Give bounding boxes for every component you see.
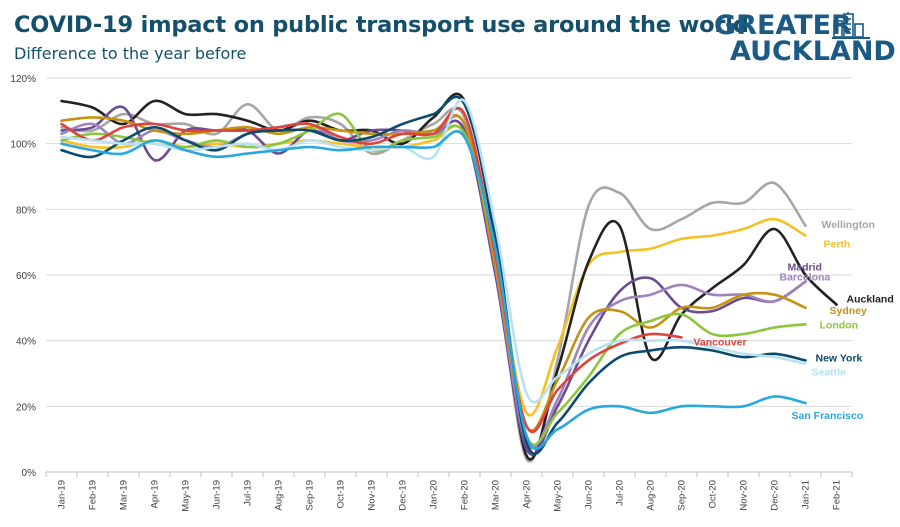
x-tick-label: Feb-21 bbox=[832, 480, 843, 510]
x-tick-label: Dec-20 bbox=[770, 480, 781, 511]
series-label-perth: Perth bbox=[824, 239, 851, 251]
x-tick-label: May-19 bbox=[181, 480, 192, 512]
y-tick-label: 0% bbox=[22, 468, 37, 479]
x-tick-label: Oct-20 bbox=[708, 480, 719, 509]
y-tick-label: 60% bbox=[16, 271, 36, 282]
series-line-vancouver bbox=[60, 106, 683, 434]
series-label-seattle: Seattle bbox=[812, 367, 847, 379]
series-label-new-york: New York bbox=[816, 352, 863, 364]
x-tick-label: Jan-21 bbox=[801, 480, 812, 509]
x-tick-label: Oct-19 bbox=[336, 480, 347, 509]
x-tick-label: Mar-19 bbox=[119, 480, 130, 510]
series-line-sydney bbox=[60, 114, 807, 432]
greater-auckland-logo: GREATER AUCKLAND bbox=[714, 10, 896, 68]
series-label-barcelona: Barcelona bbox=[780, 272, 831, 284]
x-tick-label: May-20 bbox=[553, 480, 564, 512]
series-line-san-francisco bbox=[60, 129, 807, 450]
series-label-london: London bbox=[820, 319, 858, 331]
series-label-vancouver: Vancouver bbox=[694, 336, 747, 348]
city-skyline-icon bbox=[832, 12, 870, 39]
series-line-barcelona bbox=[60, 114, 807, 450]
series-label-wellington: Wellington bbox=[822, 219, 875, 231]
x-tick-label: Feb-20 bbox=[460, 480, 471, 510]
logo-text-greater: GREATER bbox=[714, 10, 852, 41]
y-tick-label: 120% bbox=[10, 74, 36, 85]
x-tick-label: Jan-20 bbox=[429, 480, 440, 509]
series-lines bbox=[60, 92, 838, 463]
x-tick-label: Aug-20 bbox=[646, 480, 657, 511]
series-line-perth bbox=[60, 124, 807, 417]
x-tick-label: Jun-19 bbox=[212, 480, 223, 509]
series-line-madrid bbox=[60, 105, 807, 457]
x-tick-label: Mar-20 bbox=[491, 480, 502, 510]
x-tick-label: Apr-19 bbox=[150, 480, 161, 509]
x-tick-label: Sep-20 bbox=[677, 480, 688, 511]
y-tick-label: 40% bbox=[16, 337, 36, 348]
series-line-london bbox=[60, 112, 807, 446]
y-tick-label: 20% bbox=[16, 402, 36, 413]
x-tick-label: Dec-19 bbox=[398, 480, 409, 511]
x-tick-label: Feb-19 bbox=[88, 480, 99, 510]
x-tick-label: Apr-20 bbox=[522, 480, 533, 509]
x-tick-label: Jul-20 bbox=[615, 480, 626, 506]
series-label-sydney: Sydney bbox=[830, 305, 868, 317]
series-label-san-francisco: San Francisco bbox=[792, 410, 864, 422]
x-tick-label: Aug-19 bbox=[274, 480, 285, 511]
x-tick-label: Nov-19 bbox=[367, 480, 378, 511]
y-axis-ticks: 0% 20% 40% 60% 80% 100% 120% bbox=[10, 74, 36, 479]
y-tick-label: 80% bbox=[16, 205, 36, 216]
chart-subtitle: Difference to the year before bbox=[14, 44, 247, 63]
x-tick-label: Jul-19 bbox=[243, 480, 254, 506]
series-line-new-york bbox=[60, 95, 807, 456]
y-tick-label: 100% bbox=[10, 140, 36, 151]
x-axis-ticks: Jan-19 Feb-19 Mar-19 Apr-19 May-19 Jun-19 Jul-… bbox=[45, 472, 853, 512]
logo-text-auckland: AUCKLAND bbox=[730, 36, 896, 67]
x-tick-label: Jan-19 bbox=[57, 480, 68, 509]
chart-title: COVID-19 impact on public transport use … bbox=[14, 12, 749, 38]
series-label-madrid: Madrid bbox=[788, 262, 822, 274]
series-label-auckland: Auckland bbox=[847, 294, 894, 306]
x-tick-label: Sep-19 bbox=[305, 480, 316, 511]
x-tick-label: Nov-20 bbox=[739, 480, 750, 511]
x-tick-label: Jun-20 bbox=[584, 480, 595, 509]
